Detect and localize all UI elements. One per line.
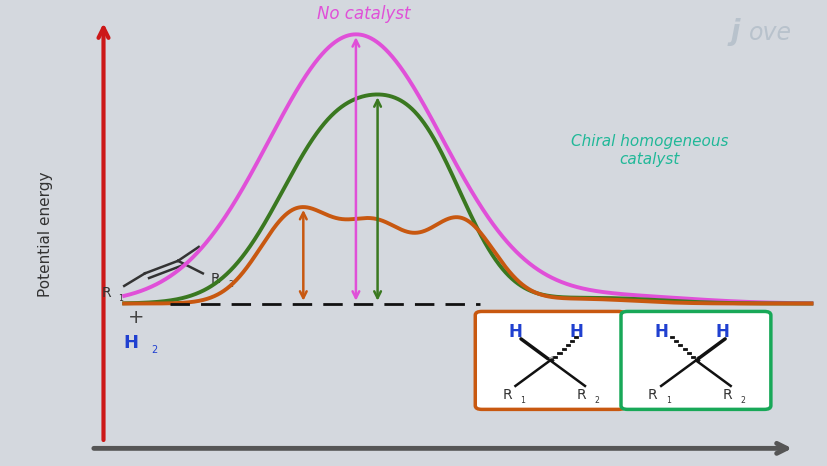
Text: $_1$: $_1$	[666, 394, 672, 406]
Text: Chiral homogeneous
catalyst: Chiral homogeneous catalyst	[571, 134, 728, 166]
Text: $_2$: $_2$	[739, 394, 745, 406]
Text: R: R	[502, 388, 511, 402]
Text: Potential energy: Potential energy	[38, 171, 53, 297]
Text: $_1$: $_1$	[118, 293, 125, 305]
Text: R: R	[722, 388, 731, 402]
Text: +: +	[128, 308, 145, 327]
Text: R: R	[648, 388, 657, 402]
Text: No catalyst: No catalyst	[317, 5, 410, 23]
FancyBboxPatch shape	[620, 311, 770, 409]
Text: R: R	[576, 388, 586, 402]
Text: H: H	[508, 322, 522, 341]
Text: R: R	[210, 273, 220, 287]
Text: H: H	[715, 322, 729, 341]
Text: j: j	[729, 18, 739, 46]
Text: R: R	[101, 286, 111, 301]
Text: $_2$: $_2$	[594, 394, 600, 406]
Text: $_1$: $_1$	[520, 394, 526, 406]
Text: H: H	[123, 334, 138, 352]
FancyBboxPatch shape	[475, 311, 624, 409]
Text: *: *	[548, 355, 554, 368]
Text: H: H	[569, 322, 583, 341]
Text: $_2$: $_2$	[151, 342, 158, 356]
Text: ove: ove	[748, 21, 791, 45]
Text: *: *	[694, 355, 700, 368]
Text: H: H	[653, 322, 667, 341]
Text: $_2$: $_2$	[227, 279, 234, 291]
